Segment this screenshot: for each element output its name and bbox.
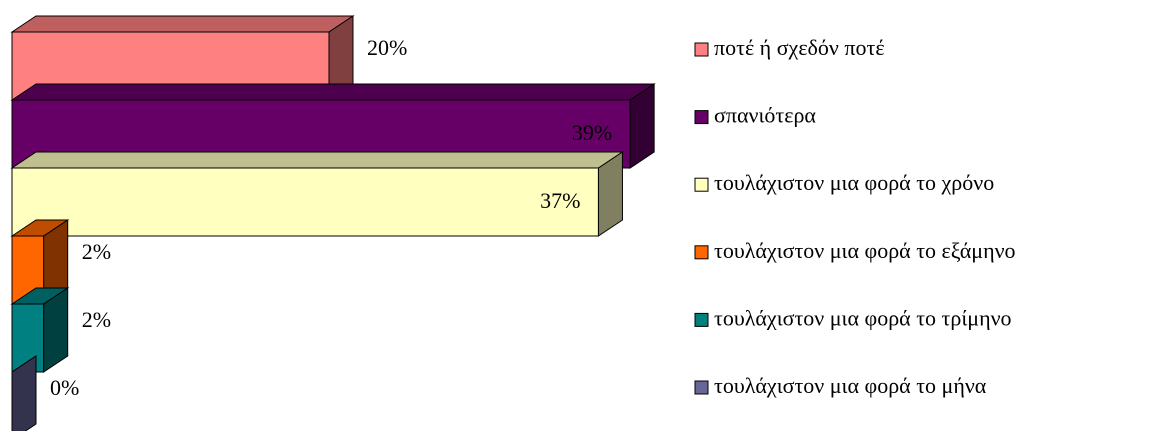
legend-label: ποτέ ή σχεδόν ποτέ (714, 35, 885, 60)
data-label: 2% (82, 307, 111, 332)
bar-top (10, 151, 625, 169)
bar-side (11, 355, 37, 431)
legend-swatch (694, 177, 709, 192)
data-label: 39% (572, 120, 612, 145)
legend-swatch (694, 110, 709, 125)
legend-swatch (694, 380, 709, 395)
legend-label: σπανιότερα (714, 103, 816, 128)
bar-top (10, 83, 656, 101)
data-label: 37% (540, 188, 580, 213)
legend-label: τουλάχιστον μια φορά το τρίμηνο (714, 305, 1012, 330)
legend-label: τουλάχιστον μια φορά το χρόνο (714, 170, 994, 195)
legend-label: τουλάχιστον μια φορά το μήνα (714, 373, 987, 398)
data-label: 0% (50, 375, 79, 400)
bar-front (11, 167, 599, 237)
legend-swatch (694, 42, 709, 57)
bar-front (11, 303, 45, 373)
legend-swatch (694, 312, 709, 327)
data-label: 20% (367, 35, 407, 60)
bar-side (597, 151, 623, 237)
bar-side (43, 287, 69, 373)
data-label: 2% (82, 239, 111, 264)
bar-top (10, 15, 355, 33)
legend-swatch (694, 245, 709, 260)
bar-side (629, 83, 655, 169)
legend-label: τουλάχιστον μια φορά το εξάμηνο (714, 238, 1016, 263)
